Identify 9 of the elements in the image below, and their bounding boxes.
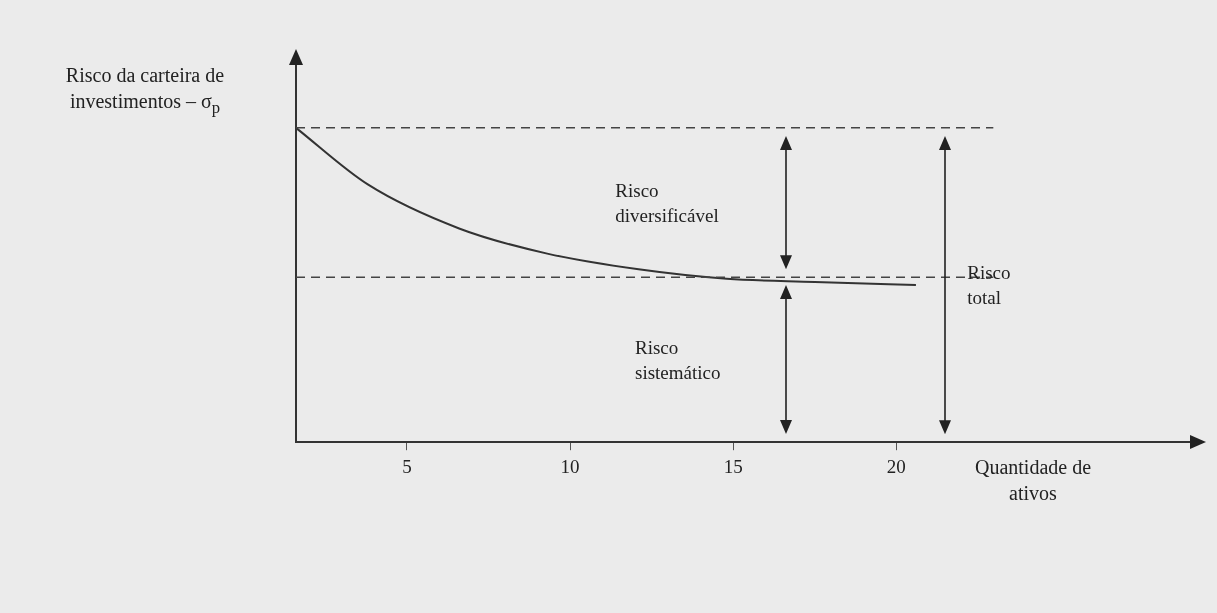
- y-axis-title: Risco da carteira de investimentos – σ$_{p}$: [64, 63, 226, 119]
- x-tick-label: 10: [560, 455, 580, 477]
- annotation: Risco sistemático: [634, 335, 721, 385]
- x-tick-label: 20: [886, 455, 906, 477]
- x-axis-title: Quantidade de ativos: [973, 455, 1093, 507]
- x-tick-label: 15: [723, 455, 743, 477]
- annotation: Risco diversificável: [615, 178, 719, 228]
- x-tick-label: 5: [402, 455, 412, 477]
- annotation: Risco total: [967, 261, 1011, 311]
